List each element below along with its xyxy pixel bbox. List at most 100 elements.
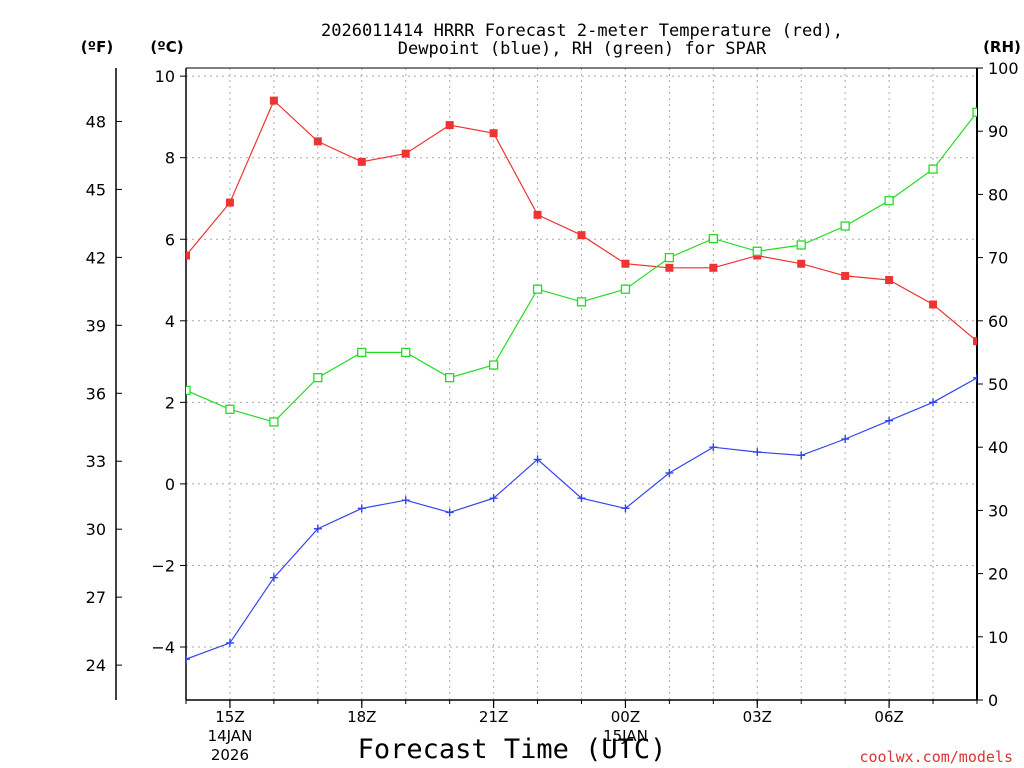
rh-point — [576, 297, 587, 307]
series-rh — [186, 107, 977, 427]
fahrenheit-tick-label: 27 — [86, 588, 106, 607]
rh-point — [313, 373, 323, 383]
dewpoint-point — [885, 416, 894, 425]
temperature-point — [621, 259, 630, 268]
dewpoint-point — [357, 504, 366, 513]
rh-point — [488, 360, 499, 370]
fahrenheit-tick-label: 45 — [86, 180, 106, 199]
fahrenheit-tick-label: 33 — [86, 452, 106, 471]
rh-point — [401, 347, 411, 358]
x-tick-label: 18Z — [347, 708, 376, 726]
celsius-unit-label: (ºC) — [150, 38, 183, 56]
x-tick-date-label: 15JAN — [603, 727, 648, 745]
celsius-tick-label: 2 — [165, 393, 175, 412]
dewpoint-point — [489, 494, 498, 503]
dewpoint-point — [577, 494, 586, 503]
chart-title-line1: 2026011414 HRRR Forecast 2-meter Tempera… — [321, 21, 843, 41]
dewpoint-point — [401, 496, 410, 505]
dewpoint-point — [973, 373, 977, 382]
rh-tick-label: 30 — [988, 501, 1008, 520]
fahrenheit-tick-label: 24 — [86, 656, 106, 675]
dewpoint-point — [621, 504, 630, 513]
temperature-point — [445, 121, 454, 130]
temperature-point — [313, 137, 322, 146]
celsius-tick-label: 6 — [165, 230, 175, 249]
fahrenheit-unit-label: (ºF) — [81, 38, 113, 56]
temperature-point — [665, 263, 674, 272]
dewpoint-point — [313, 524, 322, 533]
rh-tick-label: 70 — [988, 249, 1008, 268]
rh-point — [620, 284, 631, 294]
rh-tick-label: 50 — [988, 375, 1008, 394]
series-dewpoint — [186, 373, 977, 664]
data-series — [186, 96, 977, 664]
temperature-point — [709, 263, 718, 272]
celsius-tick-label: 4 — [165, 312, 175, 331]
temperature-point — [577, 231, 586, 240]
dewpoint-point — [929, 398, 938, 407]
watermark: coolwx.com/models — [859, 748, 1013, 766]
temperature-point — [533, 210, 542, 219]
grid-lines — [186, 68, 977, 700]
dewpoint-point — [797, 451, 806, 460]
x-tick-date-label: 14JAN — [208, 727, 253, 745]
celsius-tick-label: −4 — [151, 638, 175, 657]
temperature-point — [885, 276, 894, 285]
dewpoint-point — [186, 655, 190, 664]
x-tick-year-label: 2026 — [211, 746, 249, 764]
dewpoint-point — [445, 508, 454, 517]
rh-point — [840, 221, 850, 231]
rh-point — [664, 252, 675, 263]
rh-point — [532, 284, 543, 294]
rh-point — [884, 196, 894, 206]
dewpoint-point — [841, 435, 850, 444]
x-tick-label: 00Z — [611, 708, 640, 726]
temperature-point — [401, 149, 410, 158]
chart-title-line2: Dewpoint (blue), RH (green) for SPAR — [398, 39, 767, 59]
x-tick-label: 15Z — [215, 708, 244, 726]
celsius-tick-label: 8 — [165, 149, 175, 168]
fahrenheit-tick-label: 30 — [86, 520, 106, 539]
rh-tick-label: 10 — [988, 628, 1008, 647]
celsius-tick-label: 10 — [155, 67, 175, 86]
temperature-point — [357, 157, 366, 166]
dewpoint-point — [225, 638, 234, 647]
dewpoint-point — [709, 443, 718, 452]
rh-tick-label: 60 — [988, 312, 1008, 331]
rh-tick-label: 80 — [988, 185, 1008, 204]
celsius-tick-label: −2 — [151, 556, 175, 575]
rh-unit-label: (RH) — [983, 38, 1021, 56]
rh-tick-label: 100 — [988, 59, 1019, 78]
celsius-tick-label: 0 — [165, 475, 175, 494]
temperature-point — [929, 300, 938, 309]
x-axis-title: Forecast Time (UTC) — [358, 734, 667, 765]
rh-point — [225, 404, 235, 414]
x-tick-label: 06Z — [874, 708, 903, 726]
temperature-point — [269, 96, 278, 105]
rh-point — [972, 107, 977, 117]
dewpoint-point — [753, 448, 762, 457]
fahrenheit-tick-label: 36 — [86, 384, 106, 403]
fahrenheit-tick-label: 42 — [86, 248, 106, 267]
rh-point — [796, 240, 806, 250]
temperature-point — [225, 198, 234, 207]
x-tick-label: 21Z — [479, 708, 508, 726]
x-tick-label: 03Z — [743, 708, 772, 726]
temperature-point — [841, 271, 850, 280]
temperature-point — [797, 259, 806, 268]
dewpoint-point — [665, 468, 674, 477]
rh-point — [752, 246, 762, 256]
rh-point — [357, 347, 367, 358]
rh-tick-label: 40 — [988, 438, 1008, 457]
rh-tick-label: 0 — [988, 691, 998, 710]
rh-tick-label: 90 — [988, 122, 1008, 141]
dewpoint-point — [269, 573, 278, 582]
temperature-point — [489, 129, 498, 138]
temperature-point — [973, 337, 977, 346]
fahrenheit-tick-label: 48 — [86, 112, 106, 131]
rh-point — [708, 233, 718, 244]
rh-point — [928, 164, 938, 174]
rh-point — [186, 385, 191, 395]
